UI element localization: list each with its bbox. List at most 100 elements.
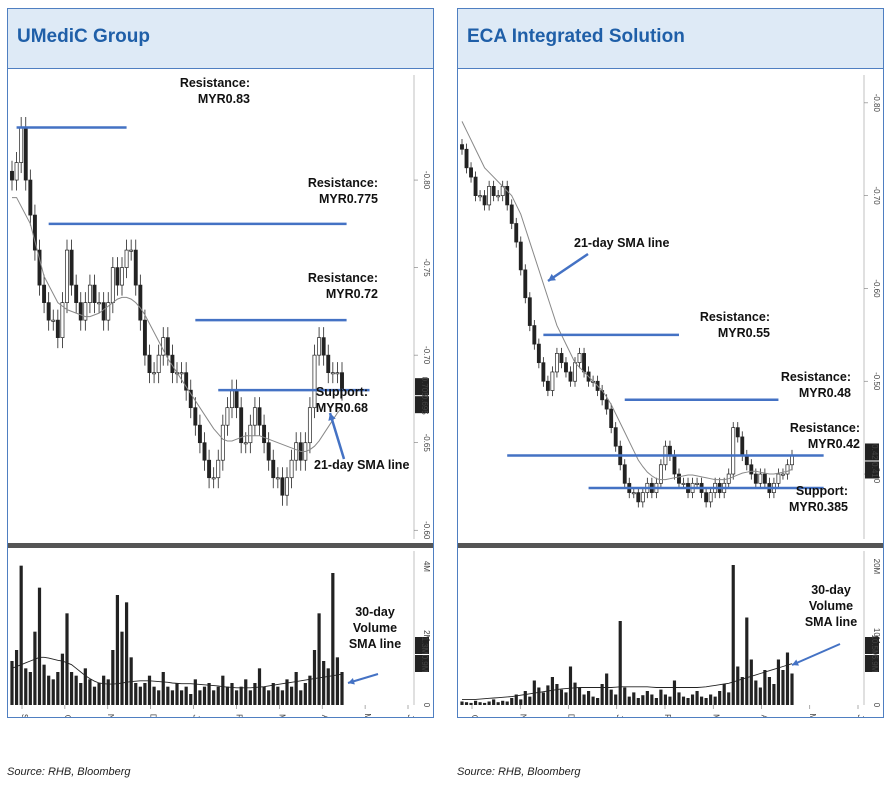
volume-bar (143, 683, 147, 705)
candle (69, 249, 74, 286)
volume-bar (56, 672, 60, 705)
volume-bar (501, 700, 505, 705)
candle (613, 427, 618, 447)
volume-bar (541, 692, 545, 705)
candle (110, 267, 115, 303)
volume-tick-label: 0 (872, 703, 881, 708)
candle (577, 353, 582, 364)
candle (631, 492, 636, 495)
volume-bar (464, 702, 469, 705)
volume-bar (221, 675, 225, 705)
volume-bar (216, 686, 220, 705)
volume-bar (668, 696, 672, 705)
volume-bar (193, 679, 197, 705)
volume-bar (586, 691, 591, 705)
volume-bar (618, 621, 622, 705)
volume-bar (157, 690, 161, 705)
volume-sma-label: SMA line (805, 615, 857, 629)
volume-bar (550, 677, 554, 705)
candle (65, 249, 69, 303)
candle (252, 407, 257, 426)
volume-bar (478, 702, 482, 705)
volume-bar (681, 696, 686, 705)
volume-bar (289, 686, 294, 705)
candle (735, 427, 740, 438)
volume-tick-label: 4M (422, 561, 431, 572)
x-tick-label: Mar (711, 714, 720, 717)
chart-title: UMediC Group (17, 26, 150, 47)
volume-bar (591, 696, 595, 705)
x-tick-label: Jun (856, 715, 865, 717)
volume-bar (582, 694, 586, 705)
volume-bar (614, 694, 618, 705)
last-price-box (865, 461, 879, 479)
candle (541, 362, 546, 382)
volume-bar (335, 657, 340, 705)
volume-bar (758, 687, 762, 705)
candle (491, 186, 496, 196)
volume-bar (267, 690, 271, 705)
candle (51, 319, 56, 322)
volume-bar (239, 686, 243, 705)
candle (294, 442, 299, 461)
candle (248, 424, 253, 444)
level-price: MYR0.83 (198, 92, 250, 106)
volume-bar (92, 686, 97, 705)
volume-bar (704, 698, 708, 705)
candle (731, 427, 736, 475)
candle (518, 241, 523, 271)
candle (527, 297, 532, 326)
level-label: Resistance: (700, 310, 770, 324)
candle (582, 353, 586, 373)
candle (142, 319, 147, 356)
volume-bar (781, 670, 785, 705)
price-tick-label: -0.80 (872, 94, 881, 113)
candle (790, 455, 794, 466)
volume-bar (322, 661, 326, 705)
candle (758, 473, 763, 484)
candle (133, 249, 138, 286)
last-price-box (415, 378, 429, 396)
candle (604, 399, 609, 410)
x-tick-label: Apr (760, 715, 769, 717)
x-tick-label: Sep (20, 714, 29, 717)
chart-title: ECA Integrated Solution (467, 26, 685, 47)
volume-bar (51, 679, 55, 705)
candle (220, 424, 225, 461)
volume-bar (33, 631, 37, 705)
volume-tick-label: 10M (872, 628, 881, 644)
volume-bar (111, 650, 115, 705)
volume-bar (97, 683, 101, 705)
candle (487, 186, 492, 206)
volume-bar (303, 683, 307, 705)
volume-bar (74, 675, 78, 705)
candle (672, 455, 677, 475)
volume-bar (749, 659, 753, 705)
candle (28, 179, 33, 216)
volume-bar (650, 694, 654, 705)
volume-bar (790, 673, 794, 705)
candle (243, 442, 248, 445)
candle (482, 195, 487, 206)
candle (668, 445, 672, 456)
candle (216, 459, 221, 479)
volume-bar (745, 617, 749, 705)
umedic-chart: -0.80 -0.75 -0.70 -0.65 -0.60 4M 2M 0 0.7050.695… (8, 75, 433, 717)
candle (523, 269, 528, 299)
candle (559, 353, 564, 364)
volume-bar (285, 679, 289, 705)
volume-bar (686, 698, 690, 705)
last-volume-box (415, 655, 429, 672)
last-volume-label: 0.9M (420, 655, 429, 673)
volume-tick-label: 20M (872, 559, 881, 575)
volume-bar (312, 650, 317, 705)
volume-bar (632, 692, 636, 705)
volume-bar (88, 679, 92, 705)
candle (321, 337, 326, 356)
price-tick-label: -0.60 (422, 521, 431, 540)
x-tick-label: Jan (615, 715, 624, 717)
last-volume-label: 1.3M (420, 637, 429, 655)
candle (573, 362, 577, 382)
candle (19, 127, 24, 163)
last-volume-label: 10.5M (870, 634, 879, 657)
